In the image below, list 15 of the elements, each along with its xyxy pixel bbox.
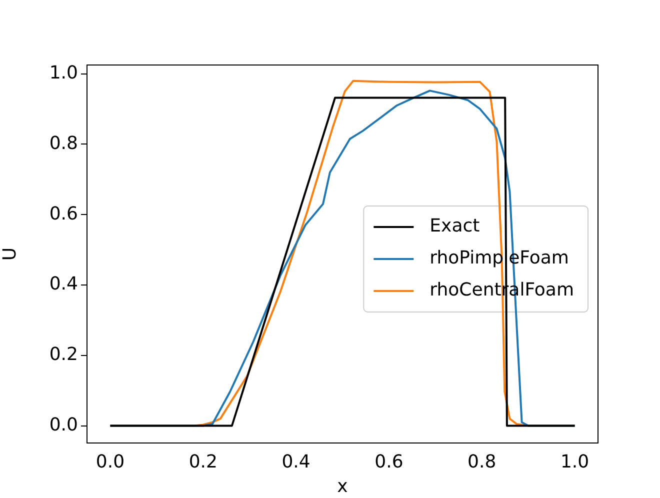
x-tick-label: 0.0 (96, 451, 125, 472)
y-tick-label: 0.8 (49, 132, 78, 154)
x-tick-label: 0.8 (468, 451, 496, 472)
x-axis-title: x (337, 476, 348, 497)
x-tick-label: 0.2 (188, 451, 218, 472)
y-axis-title: U (0, 247, 20, 261)
x-tick-label: 0.4 (282, 451, 310, 472)
y-tick-label: 0.6 (49, 203, 78, 224)
legend-label: Exact (430, 216, 480, 237)
x-tick-label: 0.6 (374, 451, 404, 472)
y-tick-label: 0.0 (49, 414, 78, 436)
y-tick-label: 0.2 (49, 344, 78, 366)
y-tick-label: 1.0 (49, 62, 78, 84)
y-tick-label: 0.4 (49, 274, 78, 295)
x-tick-label: 1.0 (560, 451, 590, 472)
